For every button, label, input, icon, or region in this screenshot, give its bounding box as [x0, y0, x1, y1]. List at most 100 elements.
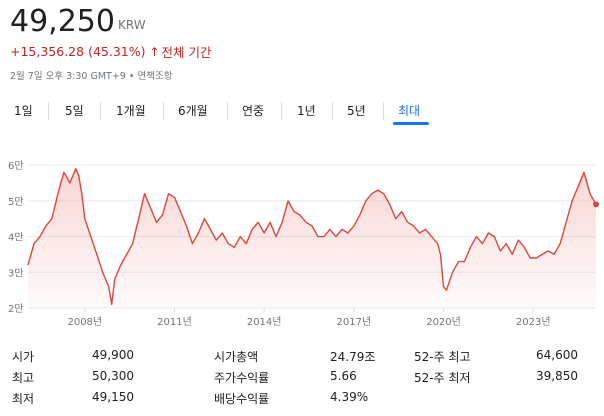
data-point: [299, 215, 300, 216]
x-tick-label: 2014년: [247, 316, 282, 328]
y-tick-label: 5만: [8, 196, 24, 208]
stat-value-high: 50,300: [92, 369, 134, 383]
data-point: [323, 236, 324, 237]
tab-divider: [100, 102, 101, 120]
series-area: [28, 168, 596, 308]
tab-5d[interactable]: 5일: [65, 104, 84, 118]
tab-divider: [48, 102, 49, 120]
stat-label-dividend-yield: 배당수익률: [214, 392, 270, 406]
data-point: [210, 229, 211, 230]
series-line: [27, 168, 597, 306]
data-point: [222, 232, 223, 233]
data-point: [577, 186, 578, 187]
data-point: [371, 193, 372, 194]
stat-label-market-cap: 시가총액: [214, 350, 259, 364]
y-tick-label: 4만: [8, 232, 24, 244]
data-point: [377, 190, 378, 191]
data-point: [270, 222, 271, 223]
data-point: [204, 218, 205, 219]
stat-label-52w-high: 52-주 최고: [414, 350, 471, 364]
data-point: [63, 172, 64, 173]
price-change: +15,356.28 (45.31%) ↑ 전체 기간: [10, 42, 212, 61]
y-tick-label: 6만: [8, 160, 24, 172]
data-point: [276, 236, 277, 237]
data-point: [443, 286, 444, 287]
data-point: [425, 229, 426, 230]
data-point: [174, 197, 175, 198]
data-point: [488, 232, 489, 233]
tab-1y[interactable]: 1년: [297, 104, 316, 118]
data-point: [150, 207, 151, 208]
data-point: [482, 243, 483, 244]
data-point: [383, 193, 384, 194]
data-point: [353, 225, 354, 226]
data-point: [407, 222, 408, 223]
data-point: [317, 236, 318, 237]
data-point: [27, 265, 28, 266]
range-tabs: 1일 5일 1개월 6개월 연중 1년 5년 최대: [0, 94, 604, 126]
y-tick-label: 2만: [8, 303, 24, 315]
data-point: [258, 222, 259, 223]
data-point: [111, 304, 112, 305]
data-point: [96, 254, 97, 255]
data-point: [168, 193, 169, 194]
data-point: [395, 218, 396, 219]
data-point: [335, 236, 336, 237]
tab-max[interactable]: 최대: [398, 104, 421, 118]
data-point: [560, 243, 561, 244]
data-point: [114, 279, 115, 280]
data-point: [305, 222, 306, 223]
stat-value-dividend-yield: 4.39%: [330, 390, 369, 404]
data-point: [282, 222, 283, 223]
x-tick-label: 2017년: [337, 316, 372, 328]
stat-value-market-cap: 24.79조: [330, 350, 376, 364]
stat-value-52w-high: 64,600: [536, 348, 578, 362]
data-point: [566, 222, 567, 223]
data-point: [81, 193, 82, 194]
data-point: [75, 168, 76, 169]
data-point: [39, 236, 40, 237]
tab-ytd[interactable]: 연중: [242, 104, 265, 118]
data-point: [144, 193, 145, 194]
tab-divider: [332, 102, 333, 120]
timestamp-disclaimer: 2월 7일 오후 3:30 GMT+9 • 면책조항: [10, 71, 173, 82]
stat-label-52w-low: 52-주 최저: [414, 371, 471, 385]
data-point: [589, 193, 590, 194]
change-period: 전체 기간: [161, 45, 212, 60]
tab-divider: [383, 102, 384, 120]
data-point: [440, 254, 441, 255]
data-point: [542, 254, 543, 255]
tab-1d[interactable]: 1일: [14, 104, 33, 118]
currency-code: KRW: [118, 18, 146, 32]
data-point: [365, 200, 366, 201]
data-point: [437, 243, 438, 244]
tab-5y[interactable]: 5년: [347, 104, 366, 118]
data-point: [452, 272, 453, 273]
data-point: [341, 229, 342, 230]
x-tick-label: 2023년: [516, 316, 551, 328]
data-point: [252, 229, 253, 230]
data-point: [506, 243, 507, 244]
data-point: [548, 250, 549, 251]
data-point: [90, 236, 91, 237]
data-point: [401, 211, 402, 212]
data-point: [240, 236, 241, 237]
y-tick-label: 3만: [8, 267, 24, 279]
data-point: [329, 229, 330, 230]
data-point: [45, 225, 46, 226]
data-point: [108, 286, 109, 287]
data-point: [554, 254, 555, 255]
data-point: [102, 272, 103, 273]
tab-1m[interactable]: 1개월: [116, 104, 146, 118]
stat-label-high: 최고: [12, 371, 35, 385]
data-point: [464, 261, 465, 262]
tab-divider: [227, 102, 228, 120]
data-point: [126, 254, 127, 255]
data-point: [500, 250, 501, 251]
price-chart[interactable]: 2만 3만 4만 5만 6만 2008년 2011년 2014년 2017년 2020년 2023년: [0, 150, 604, 335]
data-point: [78, 175, 79, 176]
data-point: [33, 243, 34, 244]
data-point: [458, 261, 459, 262]
tab-6m[interactable]: 6개월: [178, 104, 208, 118]
data-point: [530, 257, 531, 258]
